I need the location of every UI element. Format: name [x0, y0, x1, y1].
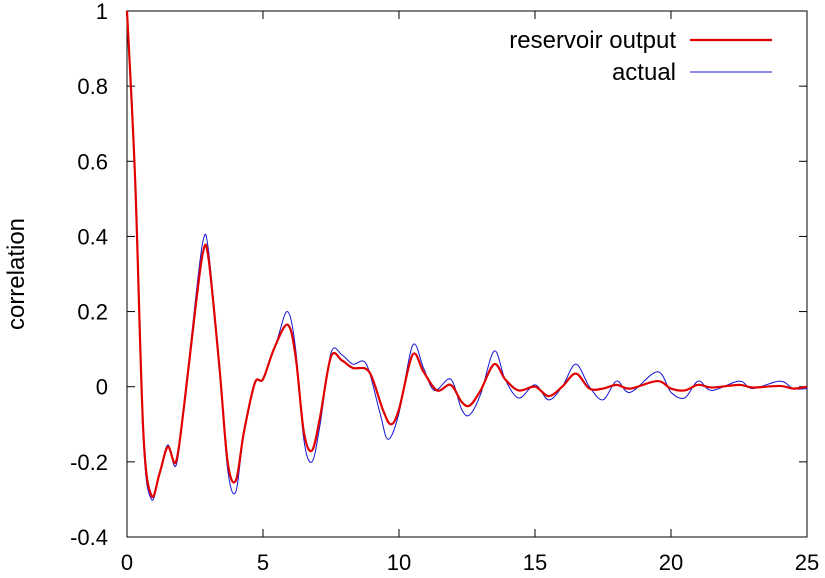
plot-frame: [126, 10, 808, 538]
x-tick-label: 15: [523, 550, 547, 575]
y-tick-label: 0.6: [77, 149, 108, 174]
y-tick-label: -0.4: [70, 525, 108, 550]
x-tick-label: 0: [121, 550, 133, 575]
x-tick-label: 5: [257, 550, 269, 575]
y-tick-label: 0: [96, 375, 108, 400]
legend: reservoir output actual: [509, 27, 772, 86]
series-line-reservoir-output: [125, 10, 808, 499]
y-tick-label: 1: [96, 0, 108, 24]
y-tick-label: 0.4: [77, 224, 108, 249]
legend-label: actual: [612, 59, 676, 86]
x-tick-label: 20: [659, 550, 683, 575]
y-tick-label: 0.8: [77, 74, 108, 99]
x-tick-label: 25: [795, 550, 819, 575]
x-tick-label: 10: [387, 550, 411, 575]
series-line-actual: [126, 10, 808, 501]
series-lines: [125, 10, 808, 501]
y-tick-label: 0.2: [77, 300, 108, 325]
y-tick-label: -0.2: [70, 450, 108, 475]
axis-ticks: 0 5 10 15 20 25 -0.4 -0.2 0 0.2 0.4 0.6 0.8 1: [70, 0, 819, 575]
legend-label: reservoir output: [509, 27, 676, 54]
y-axis-label: correlation: [3, 218, 30, 330]
